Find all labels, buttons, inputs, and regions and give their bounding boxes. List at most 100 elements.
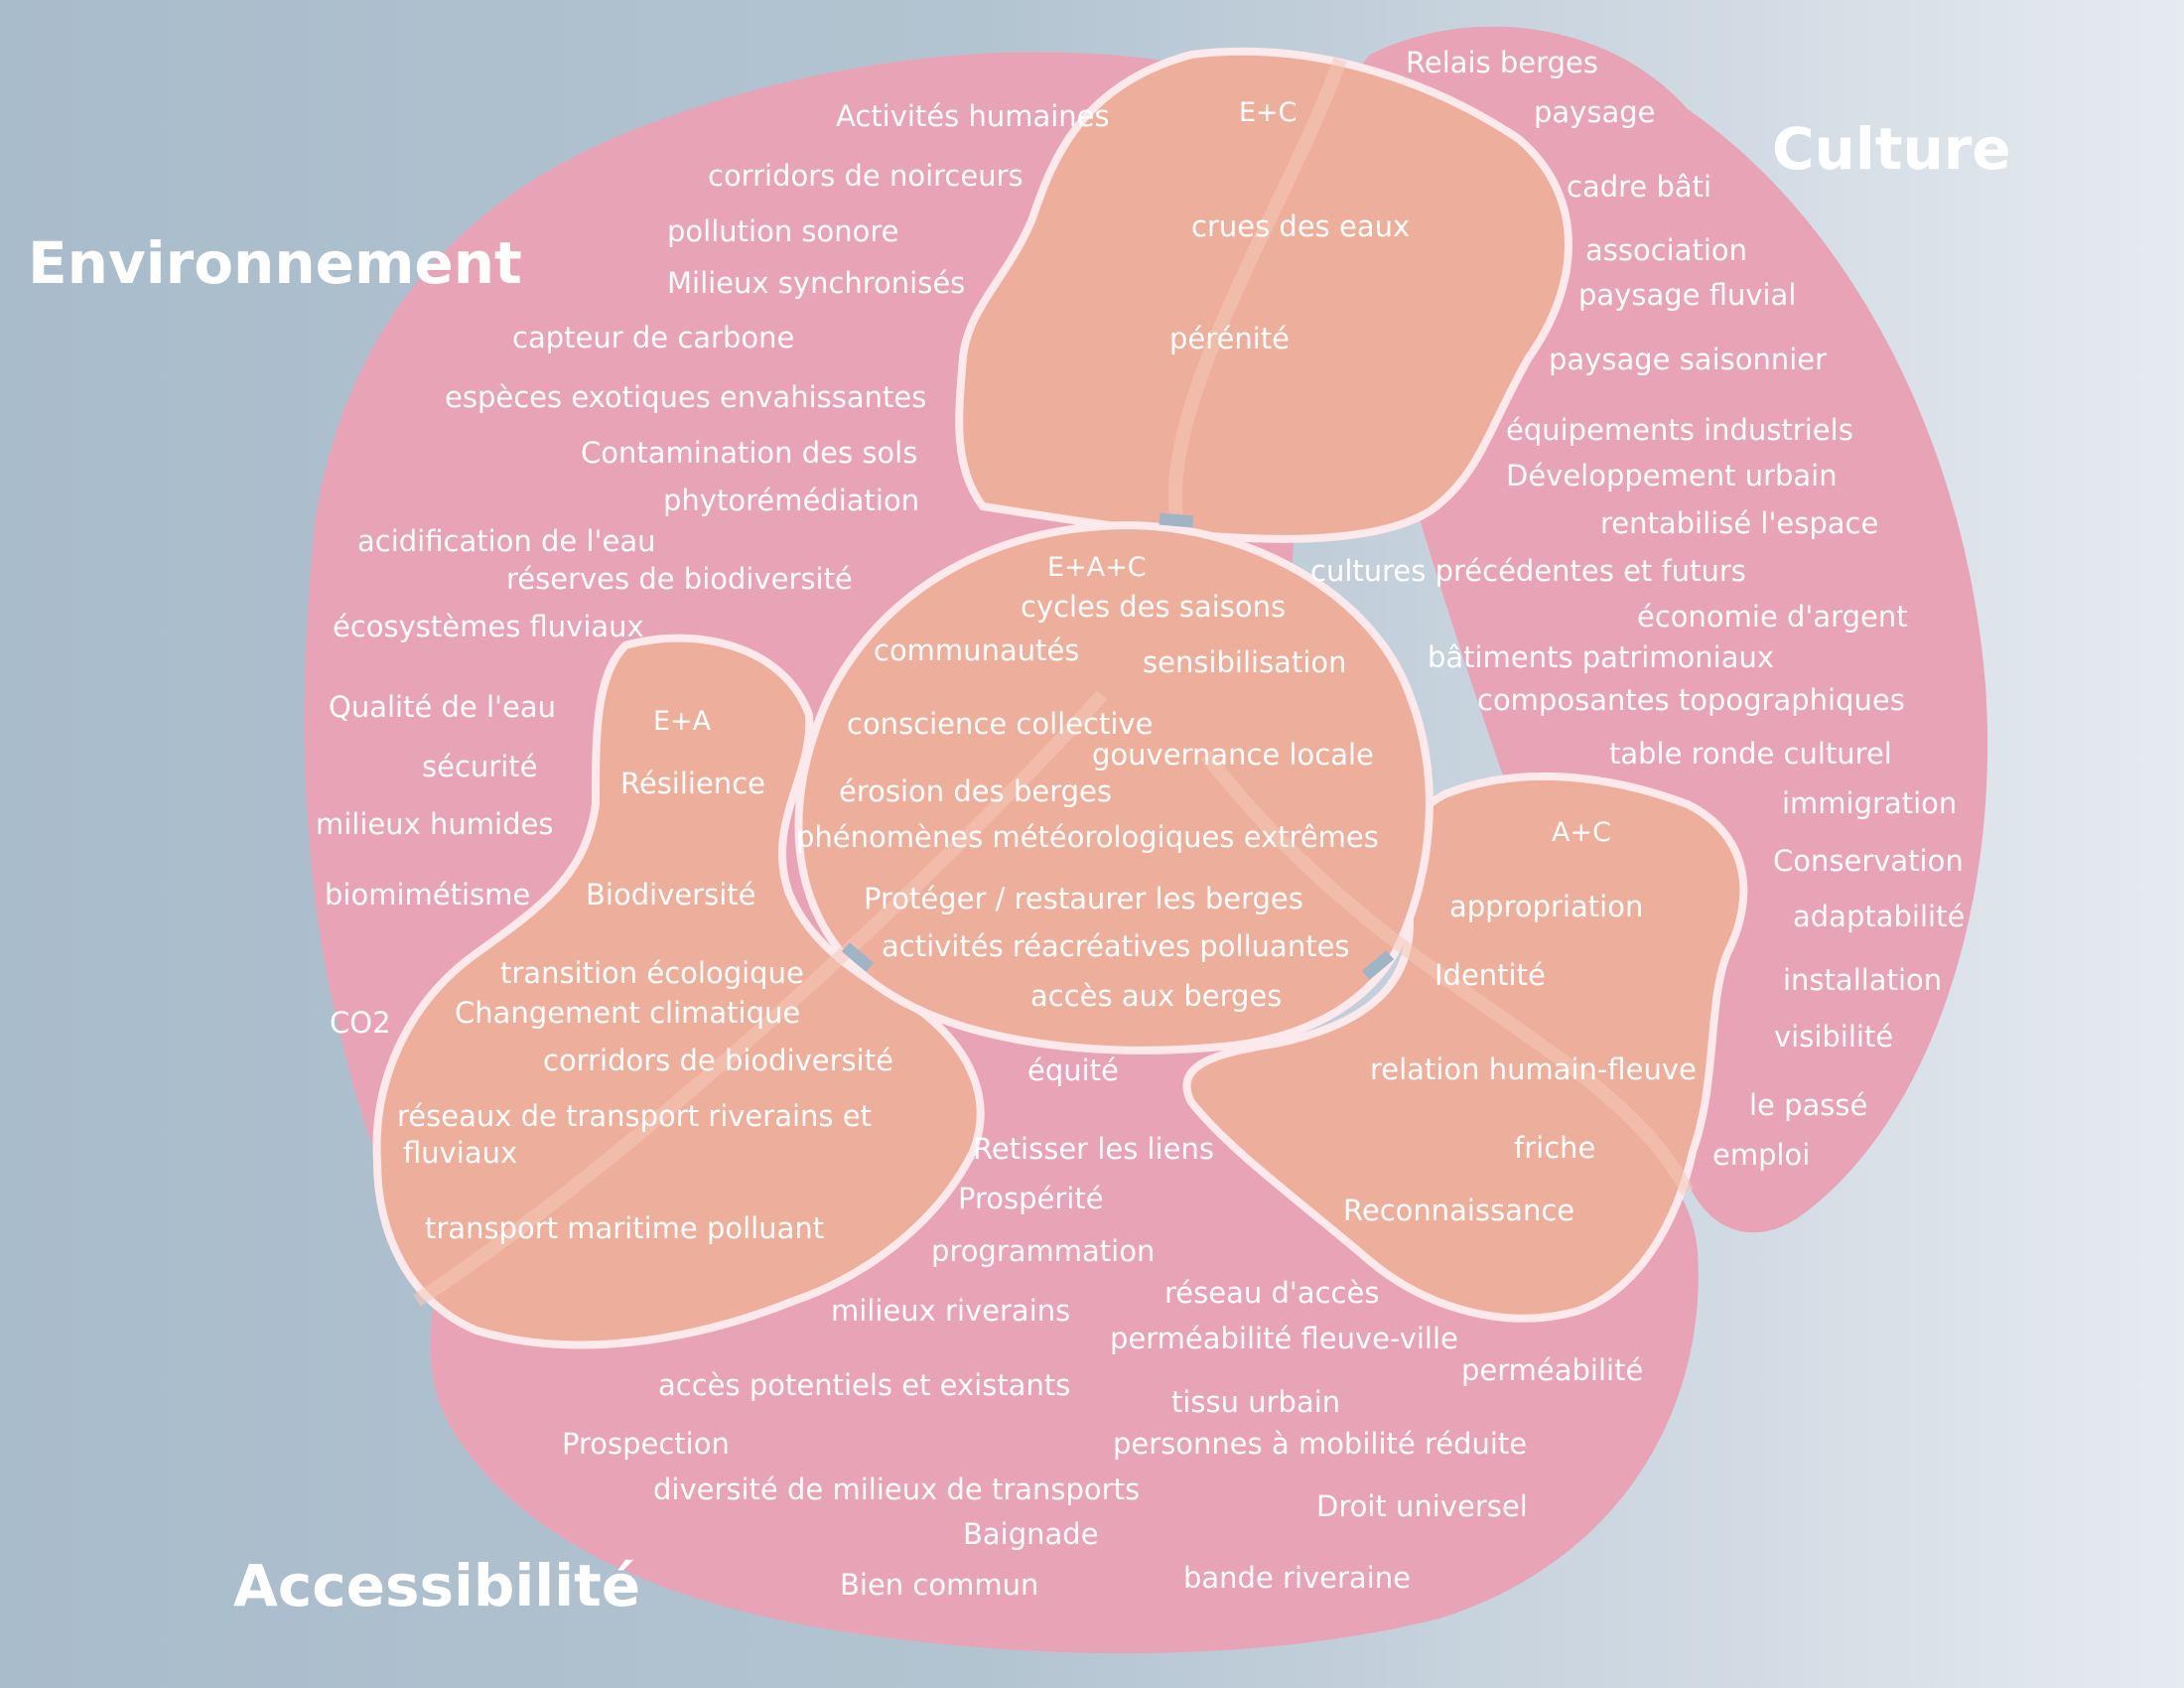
culture-item: adaptabilité (1793, 900, 1965, 933)
eac-item: Protéger / restaurer les berges (864, 882, 1303, 915)
env-item: Milieux synchronisés (667, 266, 965, 300)
culture-item: immigration (1782, 786, 1957, 820)
culture-item: composantes topographiques (1477, 683, 1905, 717)
acc-item: personnes à mobilité réduite (1113, 1427, 1527, 1461)
acc-item: Prospection (562, 1427, 730, 1461)
env-item: Activités humaines (836, 99, 1110, 133)
zone-ec (955, 47, 1572, 543)
environnement-items: Activités humaines corridors de noirceur… (316, 99, 1110, 1245)
env-item: espèces exotiques envahissantes (445, 380, 926, 414)
acc-item: perméabilité fleuve-ville (1110, 1322, 1458, 1355)
env-item: pollution sonore (667, 214, 899, 248)
ea-item: Résilience (620, 767, 765, 800)
culture-item: Conservation (1773, 844, 1964, 878)
acc-item: Prospérité (958, 1182, 1104, 1215)
culture-item: économie d'argent (1637, 600, 1908, 633)
culture-item: emploi (1712, 1138, 1810, 1172)
env-item: Contamination des sols (581, 436, 917, 470)
tag-eac: E+A+C (1047, 552, 1147, 583)
eac-item: accès aux berges (1030, 979, 1282, 1013)
ea-item: Biodiversité (586, 878, 755, 912)
env-item: Changement climatique (455, 996, 800, 1030)
tag-ac: A+C (1552, 817, 1611, 848)
zone-eac (794, 521, 1433, 1055)
env-item: phytorémédiation (663, 484, 919, 517)
eac-item: communautés (874, 633, 1079, 667)
env-item: transition écologique (500, 956, 804, 990)
culture-item: installation (1783, 963, 1942, 997)
env-item: capteur de carbone (512, 321, 794, 354)
ec-item: crues des eaux (1191, 210, 1410, 243)
acc-item: Bien commun (840, 1568, 1038, 1602)
zone-ac-items: appropriation Identité relation humain-f… (1343, 890, 1697, 1227)
zone-ac (1182, 772, 1748, 1323)
env-item: corridors de biodiversité (543, 1044, 893, 1077)
culture-item: rentabilisé l'espace (1600, 506, 1878, 540)
culture-item: le passé (1749, 1088, 1867, 1122)
acc-item: réseau d'accès (1164, 1276, 1379, 1310)
culture-item: visibilité (1774, 1020, 1893, 1054)
zone-ea (372, 633, 985, 1349)
culture-item: paysage (1534, 95, 1655, 129)
acc-item: Droit universel (1316, 1489, 1528, 1523)
ac-item: friche (1514, 1131, 1595, 1165)
env-item: sécurité (422, 750, 537, 783)
env-item: corridors de noirceurs (708, 159, 1024, 193)
eac-item: activités réacréatives polluantes (882, 929, 1350, 963)
acc-item: Retisser les liens (973, 1132, 1214, 1166)
acc-item: Baignade (963, 1517, 1099, 1551)
eac-item: érosion des berges (839, 774, 1112, 808)
zone-tags: E+C E+A A+C E+A+C (653, 97, 1611, 848)
culture-item: Relais berges (1406, 46, 1598, 79)
zone-ec-items: crues des eaux pérénité (1169, 210, 1410, 355)
acc-item: programmation (931, 1234, 1155, 1268)
env-item: fluviaux (403, 1136, 517, 1170)
culture-item: Développement urbain (1506, 459, 1838, 492)
culture-item: bâtiments patrimoniaux (1428, 640, 1774, 674)
culture-item: paysage saisonnier (1549, 343, 1827, 376)
connector-marker-right (1361, 950, 1395, 980)
env-item: acidification de l'eau (357, 524, 655, 558)
acc-item: accès potentiels et existants (658, 1368, 1070, 1402)
env-item: biomimétisme (325, 878, 530, 912)
connector-marker-left (841, 942, 875, 972)
eac-item: conscience collective (847, 707, 1153, 741)
zone-ea-items: Résilience Biodiversité (586, 767, 765, 912)
category-environnement: Environnement (28, 229, 522, 297)
eac-item: cycles des saisons (1021, 590, 1286, 624)
connector-lines (413, 57, 1695, 1307)
ac-item: Identité (1434, 958, 1546, 992)
category-culture: Culture (1772, 115, 2011, 183)
env-item: réserves de biodiversité (506, 562, 853, 596)
accessibilite-items: équité Retisser les liens Prospérité pro… (562, 1054, 1643, 1602)
env-item: milieux humides (316, 807, 553, 841)
culture-items: Relais berges paysage cadre bâti associa… (1310, 46, 1965, 1172)
eac-item: sensibilisation (1143, 645, 1347, 679)
overlap-zones (372, 47, 1748, 1349)
tag-ea: E+A (653, 706, 712, 737)
culture-item: table ronde culturel (1609, 737, 1892, 771)
zone-eac-items: cycles des saisons communautés sensibili… (796, 590, 1379, 1013)
culture-item: équipements industriels (1506, 413, 1853, 447)
culture-item: paysage fluvial (1578, 278, 1796, 312)
ac-item: appropriation (1449, 890, 1643, 923)
connector-marker-top (1159, 512, 1194, 528)
acc-item: milieux riverains (831, 1294, 1070, 1328)
env-item: réseaux de transport riverains et (397, 1099, 872, 1133)
culture-item: association (1585, 233, 1747, 267)
env-item: écosystèmes fluviaux (333, 610, 644, 643)
category-titles: Environnement Culture Accessibilité (28, 115, 2011, 1619)
env-item: Qualité de l'eau (329, 690, 556, 724)
category-accessibilite: Accessibilité (233, 1552, 640, 1619)
acc-item: perméabilité (1461, 1353, 1643, 1387)
ac-item: relation humain-fleuve (1370, 1053, 1697, 1086)
env-item: CO2 (330, 1006, 391, 1040)
eac-item: phénomènes météorologiques extrêmes (796, 820, 1379, 854)
acc-item: bande riveraine (1183, 1561, 1411, 1595)
ec-item: pérénité (1169, 322, 1290, 355)
eac-item: gouvernance locale (1092, 738, 1374, 772)
env-item: transport maritime polluant (425, 1211, 824, 1245)
acc-item: équité (1027, 1054, 1119, 1087)
